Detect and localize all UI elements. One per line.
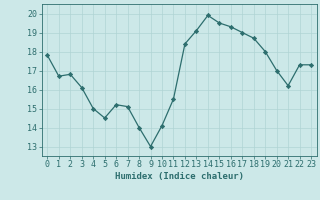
X-axis label: Humidex (Indice chaleur): Humidex (Indice chaleur) bbox=[115, 172, 244, 181]
